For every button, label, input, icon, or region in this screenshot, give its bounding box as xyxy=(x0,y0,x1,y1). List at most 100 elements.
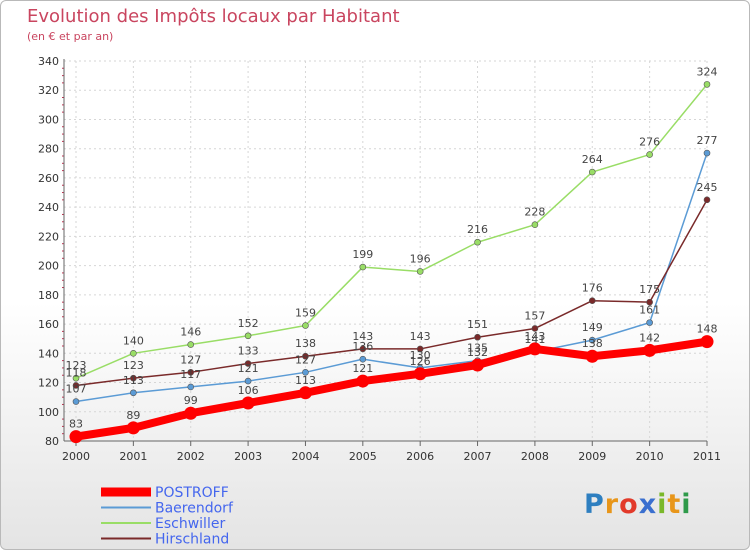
data-label-postroff: 148 xyxy=(697,323,718,336)
data-label-postroff: 106 xyxy=(238,384,259,397)
data-label-baerendorf: 149 xyxy=(582,321,603,334)
series-layer xyxy=(69,81,714,444)
data-point-hirschland xyxy=(72,382,80,389)
y-tick-label: 140 xyxy=(38,347,59,360)
y-tick-label: 100 xyxy=(38,406,59,419)
data-label-baerendorf: 117 xyxy=(180,368,201,381)
data-point-hirschland xyxy=(531,325,539,332)
data-point-postroff xyxy=(585,349,599,363)
data-point-eschwiller xyxy=(531,221,539,228)
y-tick-label: 300 xyxy=(38,113,59,126)
data-point-postroff xyxy=(184,406,198,420)
x-tick-label: 2008 xyxy=(521,450,549,463)
gridlines xyxy=(64,60,708,442)
data-label-baerendorf: 136 xyxy=(352,340,373,353)
data-label-postroff: 121 xyxy=(352,362,373,375)
data-label-hirschland: 143 xyxy=(410,330,431,343)
series-line-postroff xyxy=(72,337,711,441)
x-tick-label: 2005 xyxy=(349,450,377,463)
data-point-hirschland xyxy=(359,345,367,353)
y-tick-label: 160 xyxy=(38,318,59,331)
data-label-baerendorf: 127 xyxy=(295,353,316,366)
logo-letter: i xyxy=(681,489,692,520)
logo-letter: P xyxy=(584,489,605,520)
data-label-eschwiller: 196 xyxy=(410,252,431,265)
data-label-hirschland: 127 xyxy=(180,353,201,366)
y-tick-label: 220 xyxy=(38,230,59,243)
legend-label-baerendorf: Baerendorf xyxy=(155,501,234,517)
data-point-hirschland xyxy=(416,345,424,353)
data-label-postroff: 89 xyxy=(126,409,140,422)
x-tick-label: 2006 xyxy=(406,450,434,463)
data-point-hirschland xyxy=(474,333,481,341)
data-point-baerendorf xyxy=(359,355,367,363)
data-label-eschwiller: 123 xyxy=(66,359,87,372)
data-label-hirschland: 118 xyxy=(66,366,87,379)
data-label-baerendorf: 130 xyxy=(410,349,431,362)
data-point-baerendorf xyxy=(646,319,653,326)
x-tick-label: 2002 xyxy=(177,450,205,463)
data-label-baerendorf: 113 xyxy=(123,374,144,387)
data-label-eschwiller: 276 xyxy=(639,136,660,149)
proxiti-logo: Proxiti xyxy=(584,489,692,520)
data-point-hirschland xyxy=(244,360,252,367)
chart-subtitle: (en € et par an) xyxy=(27,30,114,43)
data-label-baerendorf: 135 xyxy=(467,342,488,355)
y-tick-label: 340 xyxy=(38,55,59,68)
data-label-eschwiller: 216 xyxy=(467,223,488,236)
data-point-eschwiller xyxy=(244,332,252,340)
data-point-eschwiller xyxy=(302,322,309,329)
data-point-eschwiller xyxy=(359,263,367,271)
data-point-hirschland xyxy=(187,369,195,376)
data-point-postroff xyxy=(69,430,83,444)
data-label-eschwiller: 152 xyxy=(238,317,259,330)
logo-letter: x xyxy=(638,489,658,520)
data-point-postroff xyxy=(643,343,657,357)
x-tick-label: 2001 xyxy=(119,450,147,463)
data-label-eschwiller: 199 xyxy=(352,248,373,261)
data-point-postroff xyxy=(413,367,427,381)
data-label-hirschland: 133 xyxy=(238,345,259,358)
data-point-eschwiller xyxy=(474,238,481,246)
data-point-hirschland xyxy=(130,374,137,382)
series-line-baerendorf xyxy=(75,152,708,403)
data-label-baerendorf: 277 xyxy=(697,134,718,147)
data-label-postroff: 83 xyxy=(69,418,83,431)
data-label-postroff: 126 xyxy=(410,355,431,368)
logo-letter: o xyxy=(619,489,639,520)
data-label-hirschland: 151 xyxy=(467,318,488,331)
data-label-postroff: 99 xyxy=(184,394,198,407)
x-tick-label: 2011 xyxy=(693,450,721,463)
data-point-hirschland xyxy=(646,298,653,306)
data-label-eschwiller: 146 xyxy=(180,326,201,339)
data-point-baerendorf xyxy=(588,336,596,344)
y-tick-label: 260 xyxy=(38,172,59,185)
data-label-baerendorf: 107 xyxy=(66,383,87,396)
x-tick-label: 2003 xyxy=(234,450,262,463)
y-tick-label: 280 xyxy=(38,143,59,156)
data-label-baerendorf: 161 xyxy=(639,304,660,317)
data-label-hirschland: 175 xyxy=(639,283,660,296)
data-point-postroff xyxy=(298,386,312,400)
data-label-hirschland: 157 xyxy=(524,309,545,322)
data-point-postroff xyxy=(471,358,485,372)
series-line-hirschland xyxy=(75,199,708,387)
data-label-postroff: 138 xyxy=(582,337,603,350)
data-label-hirschland: 176 xyxy=(582,282,603,295)
x-tick-label: 2000 xyxy=(62,450,90,463)
y-tick-label: 180 xyxy=(38,289,59,302)
data-point-baerendorf xyxy=(187,383,195,391)
data-point-baerendorf xyxy=(244,377,252,385)
y-tick-label: 320 xyxy=(38,84,59,97)
data-label-postroff: 142 xyxy=(639,331,660,344)
data-label-eschwiller: 324 xyxy=(697,65,718,78)
x-tick-label: 2009 xyxy=(578,450,606,463)
data-label-hirschland: 123 xyxy=(123,359,144,372)
data-label-baerendorf: 121 xyxy=(238,362,259,375)
legend-label-postroff: POSTROFF xyxy=(155,485,229,501)
data-point-postroff xyxy=(241,396,255,410)
data-label-eschwiller: 264 xyxy=(582,153,603,166)
data-point-eschwiller xyxy=(187,341,195,348)
